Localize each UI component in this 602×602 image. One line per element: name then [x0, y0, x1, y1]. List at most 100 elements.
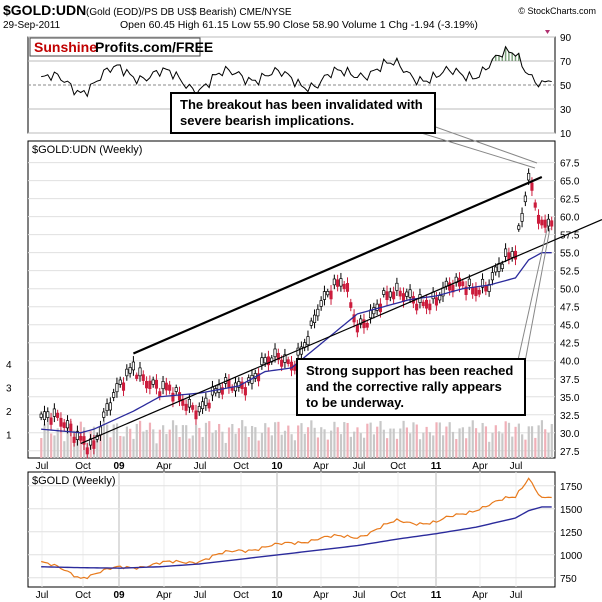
price-candle: [82, 436, 86, 445]
price-candle: [108, 402, 112, 411]
price-candle: [510, 251, 514, 258]
price-candle: [365, 322, 369, 328]
volume-bar: [445, 426, 448, 458]
callout-bottom-pointer: [517, 224, 549, 361]
price-candle: [461, 281, 465, 287]
volume-bar: [267, 427, 270, 458]
volume-bar: [218, 423, 221, 458]
gold-tick-label: 1250: [560, 528, 583, 539]
x-axis-label: Jul: [36, 590, 49, 601]
price-candle: [424, 299, 429, 309]
volume-bar: [517, 423, 520, 458]
x-axis-label: Apr: [472, 461, 488, 472]
volume-bar: [214, 430, 217, 458]
volume-bar: [227, 427, 231, 458]
volume-bar: [231, 424, 234, 458]
volume-bar: [53, 435, 56, 458]
volume-bar: [333, 421, 336, 458]
gold-tick-label: 1750: [560, 482, 583, 493]
volume-bar: [224, 442, 227, 458]
volume-bar: [349, 436, 352, 458]
price-tick-label: 47.5: [560, 303, 580, 314]
price-candle: [484, 285, 488, 292]
x-axis-label: Apr: [313, 461, 329, 472]
callout-bottom-pointer-2: [521, 227, 551, 379]
volume-bar: [369, 422, 372, 458]
price-candle: [527, 173, 531, 181]
volume-bar: [379, 421, 382, 458]
price-candle: [398, 290, 402, 297]
price-candle: [135, 374, 139, 379]
volume-bar: [66, 425, 69, 458]
chg-down-arrow-icon: [545, 30, 550, 34]
price-candle: [191, 405, 195, 410]
volume-bar: [303, 433, 306, 458]
price-candle: [158, 391, 162, 397]
x-axis-label: Jul: [353, 461, 366, 472]
price-candle: [69, 423, 73, 432]
price-candle: [336, 279, 340, 287]
volume-bar: [185, 425, 188, 458]
volume-bar: [422, 432, 425, 458]
volume-bar: [544, 429, 547, 458]
volume-bar: [198, 427, 201, 458]
price-candle: [319, 300, 323, 307]
volume-bar: [194, 424, 198, 458]
volume-bar: [274, 422, 277, 458]
volume-bar: [501, 433, 504, 458]
price-candle: [115, 383, 119, 393]
x-axis-label: Jul: [353, 590, 366, 601]
x-axis-label: 11: [431, 461, 442, 472]
price-candle: [266, 356, 270, 366]
volume-bar: [488, 441, 491, 458]
volume-bar: [395, 438, 399, 458]
volume-bar: [537, 425, 540, 458]
volume-bar: [386, 438, 389, 458]
price-candle: [322, 291, 326, 300]
price-candle: [517, 225, 521, 230]
volume-bar: [40, 438, 43, 458]
price-candle: [504, 248, 508, 257]
price-tick-label: 67.5: [560, 159, 580, 170]
volume-bar: [63, 441, 66, 458]
volume-bar: [211, 432, 214, 458]
volume-bar: [415, 424, 418, 458]
price-candle: [467, 278, 471, 286]
volume-bar: [260, 432, 264, 458]
volume-bar: [504, 421, 507, 458]
price-candle: [141, 374, 145, 381]
volume-bar: [168, 429, 171, 458]
price-candle: [421, 301, 425, 306]
volume-bar: [254, 427, 257, 458]
price-candle: [131, 361, 135, 371]
rsi-tick-label: 90: [560, 33, 572, 44]
price-candle: [161, 381, 165, 390]
volume-bar: [547, 432, 550, 458]
volume-bar: [399, 428, 402, 458]
volume-bar: [316, 437, 320, 458]
volume-bar: [339, 434, 343, 458]
price-candle: [444, 280, 448, 287]
price-tick-label: 52.5: [560, 267, 580, 278]
volume-bar: [109, 437, 112, 458]
volume-bar: [221, 431, 224, 458]
volume-bar: [418, 439, 422, 458]
price-tick-label: 27.5: [560, 447, 580, 458]
volume-bar: [402, 420, 405, 458]
volume-bar: [56, 428, 59, 458]
volume-bar: [491, 432, 494, 458]
symbol-description: (Gold (EOD)/PS DB US$ Bearish) CME/NYSE: [86, 7, 292, 18]
volume-bar: [484, 426, 488, 458]
price-candle: [309, 320, 313, 326]
price-candle: [197, 406, 201, 413]
price-candle: [490, 272, 494, 281]
price-candle: [145, 380, 149, 389]
volume-bar: [287, 425, 290, 458]
price-candle: [164, 382, 168, 391]
price-candle: [237, 381, 241, 388]
x-axis-label: Oct: [390, 461, 406, 472]
volume-bar: [382, 429, 385, 458]
volume-bar: [356, 427, 359, 458]
volume-bar: [43, 424, 46, 458]
